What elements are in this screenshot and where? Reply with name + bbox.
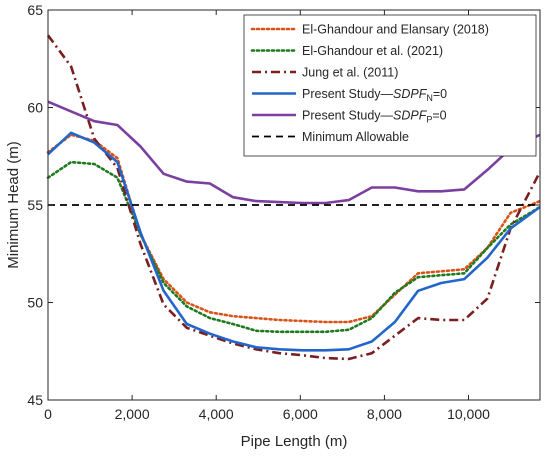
series-layer: [46, 34, 542, 361]
x-tick-label: 4,000: [199, 406, 234, 422]
x-axis-label: Pipe Length (m): [241, 433, 348, 450]
y-tick-label: 50: [27, 295, 43, 311]
y-tick-label: 60: [27, 100, 43, 116]
legend-label: Jung et al. (2011): [302, 66, 398, 80]
legend-box: [243, 14, 537, 157]
series-line-3: [46, 34, 542, 361]
x-tick-label: 0: [44, 406, 52, 422]
series-line-5: [47, 100, 541, 205]
x-tick-label: 6,000: [283, 406, 318, 422]
x-tick-label: 8,000: [367, 406, 402, 422]
axes-layer: 0 2,000 4,000 6,000 8,000 10,000 45 50 55 60 65: [27, 2, 541, 422]
legend-label: El-Ghandour et al. (2021): [302, 44, 443, 58]
legend-label: Present Study—SDPFN=0: [302, 87, 447, 103]
series-line-2: [46, 160, 542, 334]
legend: El-Ghandour and Elansary (2018) El-Ghando…: [243, 14, 537, 157]
y-tick-label: 55: [27, 197, 43, 213]
y-tick-label: 45: [27, 392, 43, 408]
series-line-4: [47, 131, 541, 352]
x-tick-label: 2,000: [115, 406, 150, 422]
y-axis-label: Minimum Head (m): [5, 141, 22, 269]
x-tick-label: 10,000: [447, 406, 490, 422]
y-tick-label: 65: [27, 2, 43, 18]
legend-label: El-Ghandour and Elansary (2018): [302, 23, 489, 37]
legend-label: Present Study—SDPFP=0: [302, 109, 447, 125]
legend-label: Minimum Allowable: [302, 130, 409, 144]
